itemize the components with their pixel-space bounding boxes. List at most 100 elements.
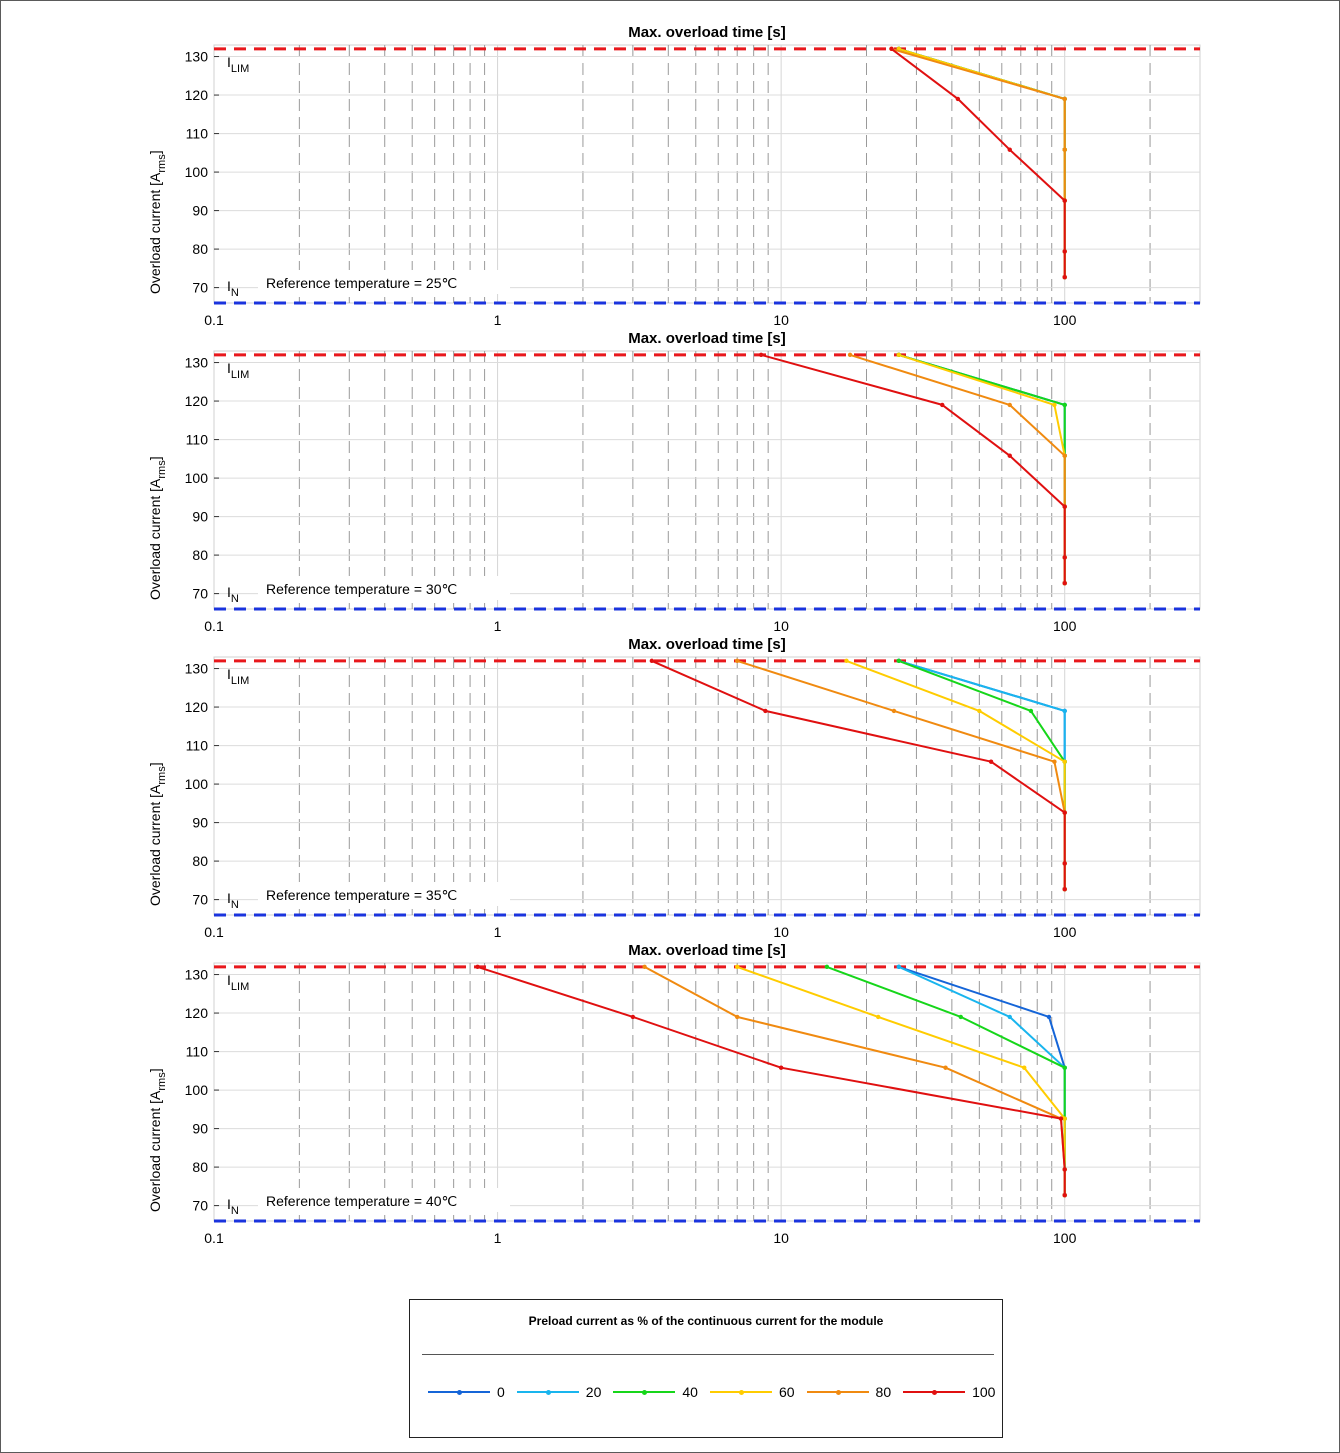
legend-line-swatch — [613, 1389, 676, 1395]
series-point-100 — [1062, 275, 1067, 280]
legend-label: 0 — [497, 1384, 505, 1400]
ilim-label: ILIM — [227, 972, 249, 993]
in-label: IN — [227, 890, 239, 911]
series-point-60 — [844, 658, 849, 664]
y-axis-label: Overload current [Arms] — [147, 1068, 168, 1212]
y-tick-label: 130 — [185, 661, 209, 677]
series-line-100 — [477, 965, 1066, 1196]
y-tick-label: 120 — [185, 1005, 209, 1021]
x-tick-label: 100 — [1053, 1230, 1077, 1246]
y-tick-label: 100 — [185, 470, 209, 486]
series-point-100 — [1062, 810, 1067, 815]
series-point-40 — [896, 658, 902, 664]
y-tick-label: 90 — [192, 509, 208, 525]
y-tick-label: 80 — [192, 241, 208, 257]
reference-temperature-label: Reference temperature = 30℃ — [266, 581, 457, 597]
annotation-box — [258, 1188, 510, 1212]
ilim-label: ILIM — [227, 360, 249, 381]
y-tick-label: 110 — [186, 738, 209, 754]
y-tick-label: 130 — [185, 355, 209, 371]
y-tick-label: 80 — [192, 1159, 208, 1175]
legend-line-swatch — [516, 1389, 579, 1395]
y-tick-label: 110 — [186, 126, 209, 142]
x-tick-label: 10 — [773, 618, 789, 634]
series-point-80 — [1062, 147, 1067, 152]
in-label: IN — [227, 1196, 239, 1217]
legend-item-80: 80 — [806, 1384, 891, 1400]
y-axis-label: Overload current [Arms] — [147, 456, 168, 600]
legend-label: 40 — [682, 1384, 698, 1400]
series-point-100 — [889, 46, 894, 52]
legend-marker — [738, 1389, 744, 1395]
series-point-100 — [1062, 1167, 1067, 1172]
series-point-100 — [763, 708, 768, 714]
in-label: IN — [227, 584, 239, 605]
x-tick-label: 0.1 — [204, 618, 224, 634]
y-tick-label: 80 — [192, 547, 208, 563]
series-point-100 — [940, 402, 945, 408]
series-point-100 — [1062, 504, 1067, 509]
x-tick-label: 1 — [494, 312, 502, 328]
series-point-80 — [735, 658, 740, 664]
ilim-label: ILIM — [227, 666, 249, 687]
series-point-60 — [735, 964, 740, 970]
legend-label: 60 — [778, 1384, 795, 1400]
series-point-0 — [1046, 1014, 1052, 1020]
series-point-20 — [896, 964, 902, 970]
series-point-80 — [847, 352, 853, 358]
legend-line-swatch — [806, 1389, 869, 1395]
chart-title: Max. overload time [s] — [628, 942, 786, 959]
series-point-60 — [876, 1014, 881, 1020]
x-tick-label: 100 — [1053, 924, 1077, 940]
series-point-100 — [988, 759, 994, 764]
annotation-box — [258, 576, 510, 600]
x-tick-label: 10 — [773, 1230, 789, 1246]
y-axis-label: Overload current [Arms] — [147, 150, 168, 294]
series-line-100 — [760, 353, 1066, 584]
series-point-60 — [896, 352, 902, 358]
x-tick-label: 100 — [1053, 312, 1077, 328]
series-point-100 — [1062, 555, 1067, 560]
annotation-box — [258, 270, 510, 294]
series-point-80 — [1062, 453, 1067, 458]
y-tick-label: 100 — [185, 164, 209, 180]
series-point-100 — [1007, 147, 1012, 152]
series-point-100 — [758, 352, 764, 358]
chart-title: Max. overload time [s] — [628, 636, 786, 653]
reference-temperature-label: Reference temperature = 35℃ — [266, 887, 457, 903]
series-point-60 — [1062, 1116, 1067, 1121]
legend-line-swatch — [903, 1389, 966, 1395]
y-tick-label: 90 — [192, 1121, 208, 1137]
series-point-40 — [1062, 1065, 1067, 1070]
y-tick-label: 130 — [185, 967, 209, 983]
x-tick-label: 1 — [494, 618, 502, 634]
legend: Preload current as % of the continuous c… — [409, 1299, 1003, 1438]
y-tick-label: 80 — [192, 853, 208, 869]
series-point-80 — [1052, 759, 1057, 764]
series-point-20 — [1062, 708, 1067, 714]
legend-item-40: 40 — [613, 1384, 698, 1400]
series-point-100 — [630, 1014, 636, 1020]
series-point-60 — [1022, 1065, 1027, 1070]
series-point-100 — [649, 658, 655, 664]
y-tick-label: 130 — [185, 49, 209, 65]
x-tick-label: 100 — [1053, 618, 1077, 634]
x-tick-label: 0.1 — [204, 312, 224, 328]
series-point-100 — [1058, 1116, 1064, 1121]
y-tick-label: 120 — [185, 87, 209, 103]
series-point-40 — [1028, 708, 1034, 714]
legend-item-20: 20 — [516, 1384, 601, 1400]
series-point-40 — [824, 964, 830, 970]
series-point-100 — [778, 1065, 784, 1070]
y-tick-label: 120 — [185, 699, 209, 715]
y-tick-label: 110 — [186, 432, 209, 448]
y-tick-label: 70 — [192, 1198, 208, 1214]
y-tick-label: 90 — [192, 815, 208, 831]
x-tick-label: 0.1 — [204, 924, 224, 940]
series-line-100 — [651, 659, 1066, 890]
y-tick-label: 110 — [186, 1044, 209, 1060]
series-point-100 — [475, 964, 480, 970]
